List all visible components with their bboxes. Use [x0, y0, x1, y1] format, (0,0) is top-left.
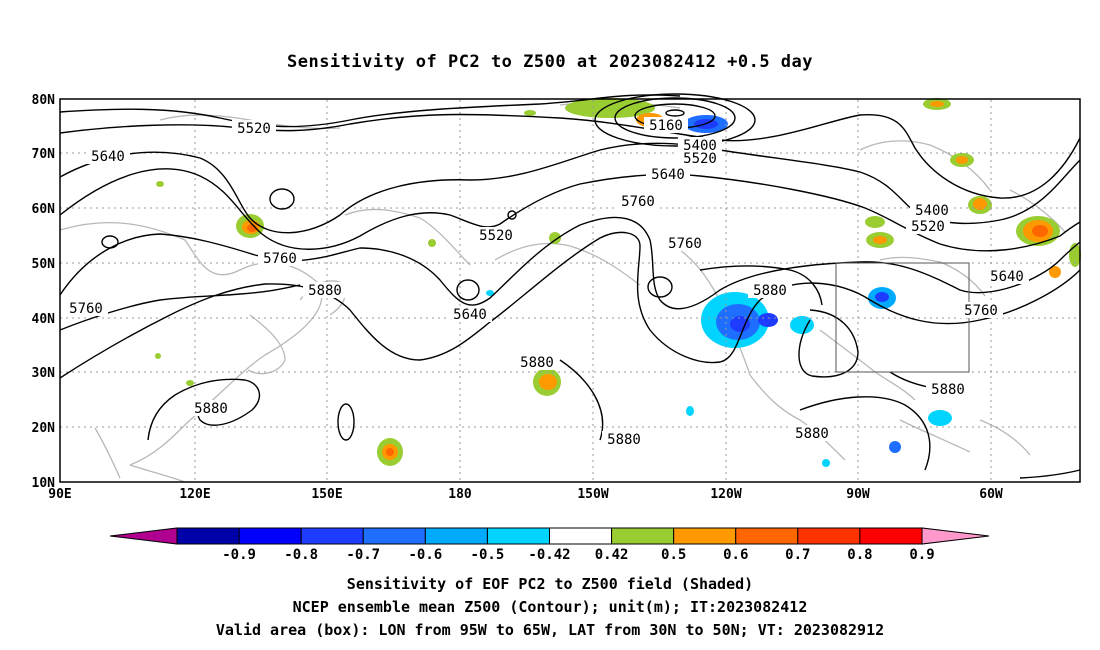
contour-label: 5520 [232, 120, 276, 137]
svg-text:5880: 5880 [607, 432, 641, 448]
z500-contours [59, 93, 1081, 479]
lon-label: 90E [48, 487, 71, 502]
svg-text:5880: 5880 [931, 382, 965, 398]
lat-label: 80N [32, 93, 56, 108]
footer-line-valid-area: Valid area (box): LON from 95W to 65W, L… [215, 621, 885, 639]
footer-line-contour: NCEP ensemble mean Z500 (Contour); unit(… [292, 598, 808, 616]
svg-text:5640: 5640 [453, 307, 487, 323]
svg-text:5880: 5880 [795, 426, 829, 442]
map-title: Sensitivity of PC2 to Z500 at 2023082412… [286, 52, 813, 72]
colorbar-cell [549, 527, 613, 545]
contour-label: 5760 [616, 193, 660, 210]
lon-label: 90W [846, 487, 870, 502]
svg-text:5880: 5880 [753, 283, 787, 299]
colorbar-label: -0.6 [408, 547, 442, 563]
svg-text:5760: 5760 [964, 303, 998, 319]
contour-label: 5880 [303, 282, 347, 299]
colorbar-label: 0.42 [595, 547, 629, 563]
contour-label: 5880 [602, 431, 646, 448]
longitude-labels: 90E 120E 150E 180 150W 120W 90W 60W [48, 487, 1003, 502]
latitude-labels: 80N 70N 60N 50N 40N 30N 20N 10N [32, 93, 56, 491]
colorbar-label: 0.9 [909, 547, 934, 563]
contour-label: 5640 [448, 306, 492, 323]
colorbar-cell [486, 527, 550, 545]
colorbar-cell [797, 527, 861, 545]
colorbar: -0.9 -0.8 -0.7 -0.6 -0.5 -0.42 0.42 0.5 0.6 0.7 0.… [109, 527, 990, 563]
colorbar-cell [735, 527, 799, 545]
svg-text:5640: 5640 [91, 149, 125, 165]
contour-label: 5880 [748, 282, 792, 299]
contour-label: 5760 [258, 250, 302, 267]
lon-label: 150E [311, 487, 342, 502]
contour-label: 5880 [926, 381, 970, 398]
colorbar-label: -0.9 [222, 547, 256, 563]
lat-label: 50N [32, 257, 56, 272]
contour-label: 5640 [985, 268, 1029, 285]
svg-text:5520: 5520 [911, 219, 945, 235]
lat-label: 70N [32, 147, 56, 162]
svg-text:5760: 5760 [621, 194, 655, 210]
svg-text:5760: 5760 [69, 301, 103, 317]
svg-text:5760: 5760 [668, 236, 702, 252]
colorbar-label: 0.6 [723, 547, 748, 563]
contour-label: 5640 [86, 148, 130, 165]
svg-text:5880: 5880 [194, 401, 228, 417]
lon-label: 60W [979, 487, 1003, 502]
footer-line-shading: Sensitivity of EOF PC2 to Z500 field (Sh… [346, 575, 754, 593]
map-frame [59, 98, 1081, 483]
contour-label: 5760 [663, 235, 707, 252]
svg-text:5520: 5520 [237, 121, 271, 137]
colorbar-cell [859, 527, 923, 545]
contour-label: 5760 [959, 302, 1003, 319]
colorbar-label: -0.5 [471, 547, 505, 563]
svg-text:5520: 5520 [479, 228, 513, 244]
contour-label: 5880 [189, 400, 233, 417]
colorbar-cell [611, 527, 675, 545]
contour-label-group: 5520 5640 5760 5880 5760 5520 5640 5880 … [64, 117, 1029, 448]
contour-label: 5160 [644, 117, 688, 134]
svg-text:5880: 5880 [308, 283, 342, 299]
lat-label: 60N [32, 202, 56, 217]
contour-label: 5520 [906, 218, 950, 235]
svg-text:5640: 5640 [990, 269, 1024, 285]
contour-label: 5400 [910, 202, 954, 219]
contour-label: 5520 [678, 150, 722, 167]
colorbar-cell [362, 527, 426, 545]
svg-text:5520: 5520 [683, 151, 717, 167]
colorbar-label: -0.42 [528, 547, 570, 563]
colorbar-label: -0.8 [284, 547, 318, 563]
colorbar-left-arrow [109, 527, 178, 545]
contour-label: 5880 [515, 354, 559, 371]
lon-label: 120W [710, 487, 741, 502]
contour-label: 5640 [646, 166, 690, 183]
svg-text:5880: 5880 [520, 355, 554, 371]
colorbar-cell [424, 527, 488, 545]
lat-label: 30N [32, 366, 56, 381]
colorbar-cell [238, 527, 302, 545]
lon-label: 150W [577, 487, 608, 502]
lat-label: 40N [32, 312, 56, 327]
contour-label: 5880 [790, 425, 834, 442]
colorbar-cell [176, 527, 240, 545]
colorbar-label: 0.8 [847, 547, 872, 563]
colorbar-label: 0.5 [661, 547, 686, 563]
contour-label: 5760 [64, 300, 108, 317]
colorbar-cell [673, 527, 737, 545]
colorbar-label: 0.7 [785, 547, 810, 563]
svg-text:5760: 5760 [263, 251, 297, 267]
svg-text:5640: 5640 [651, 167, 685, 183]
lat-label: 10N [32, 476, 56, 491]
colorbar-cell [300, 527, 364, 545]
svg-text:5400: 5400 [915, 203, 949, 219]
svg-text:5160: 5160 [649, 118, 683, 134]
contour-label: 5520 [474, 227, 518, 244]
lat-label: 20N [32, 421, 56, 436]
lon-label: 120E [179, 487, 210, 502]
grid-lines [60, 100, 1080, 482]
colorbar-label: -0.7 [346, 547, 380, 563]
colorbar-right-arrow [921, 527, 990, 545]
lon-label: 180 [448, 487, 472, 502]
